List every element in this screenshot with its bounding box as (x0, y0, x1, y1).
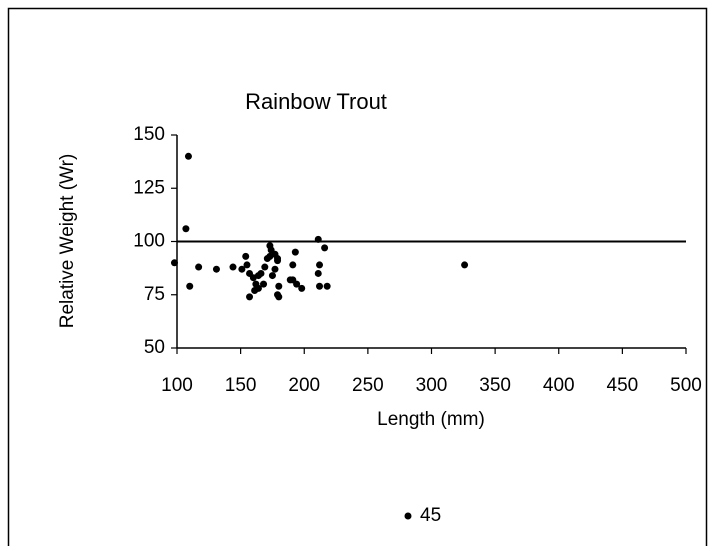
data-point (243, 261, 251, 269)
data-point (275, 282, 283, 290)
data-point (254, 272, 262, 280)
data-point (195, 263, 203, 271)
data-point (186, 282, 194, 290)
x-tick-label: 500 (670, 375, 702, 396)
x-tick-label: 200 (288, 375, 320, 396)
y-tick-label: 150 (133, 124, 165, 145)
data-point (298, 284, 306, 292)
chart-title: Rainbow Trout (245, 89, 387, 114)
data-point (314, 269, 322, 277)
data-point (170, 259, 178, 267)
data-point (316, 261, 324, 269)
x-tick-label: 150 (225, 375, 257, 396)
legend-marker (404, 512, 412, 520)
data-point (184, 152, 192, 160)
data-point (291, 248, 299, 256)
x-tick-label: 450 (607, 375, 639, 396)
y-tick-label: 100 (133, 231, 165, 252)
data-point (182, 225, 190, 233)
x-tick-label: 100 (161, 375, 193, 396)
data-point (254, 284, 262, 292)
data-point (293, 280, 301, 288)
data-point (268, 272, 276, 280)
x-tick-label: 250 (352, 375, 384, 396)
data-point (246, 293, 254, 301)
data-point (275, 293, 283, 301)
data-point (260, 280, 268, 288)
data-point (316, 282, 324, 290)
data-point (212, 265, 220, 273)
data-point (314, 235, 322, 243)
x-tick-label: 300 (416, 375, 448, 396)
data-point (242, 252, 250, 260)
x-tick-label: 400 (543, 375, 575, 396)
data-point (261, 263, 269, 271)
data-point (289, 261, 297, 269)
data-point (238, 265, 246, 273)
y-tick-label: 50 (144, 337, 165, 358)
data-point (461, 261, 469, 269)
data-point (321, 244, 329, 252)
y-axis-label: Relative Weight (Wr) (57, 154, 78, 329)
x-tick-label: 350 (479, 375, 511, 396)
y-tick-label: 125 (133, 177, 165, 198)
legend-label: 45 (420, 505, 441, 526)
data-point (323, 282, 331, 290)
data-point (271, 265, 279, 273)
data-point (229, 263, 237, 271)
data-point (274, 257, 282, 265)
x-axis-label: Length (mm) (377, 409, 485, 430)
y-tick-label: 75 (144, 284, 165, 305)
chart-border (7, 7, 708, 551)
